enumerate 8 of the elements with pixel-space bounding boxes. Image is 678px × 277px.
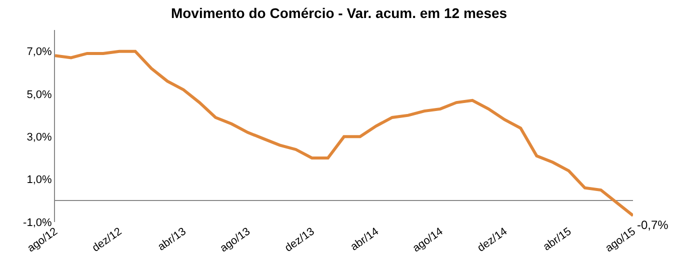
chart-title: Movimento do Comércio - Var. acum. em 12 meses xyxy=(170,5,508,22)
line-series xyxy=(55,50,633,218)
y-tick-label: 3,0% xyxy=(26,132,52,144)
y-tick-label: 7,0% xyxy=(26,46,52,58)
annotation: -0,7% xyxy=(637,218,669,232)
y-tick-label: 5,0% xyxy=(26,88,52,101)
y-tick-label: -1,0% xyxy=(23,216,52,229)
y-tick-label: 1,0% xyxy=(26,174,52,186)
